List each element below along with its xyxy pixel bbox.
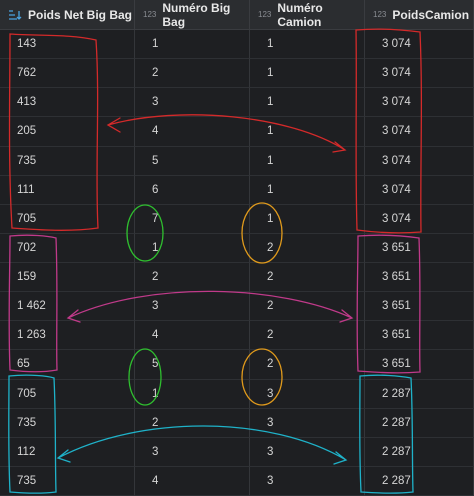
table-cell: 7 — [135, 204, 250, 234]
column-header[interactable]: Poids Net Big Bag — [0, 0, 135, 30]
type-icon: 123 — [373, 10, 387, 19]
type-icon: 123 — [258, 10, 272, 19]
table-cell: 3 — [135, 437, 250, 467]
table-cell: 159 — [0, 263, 135, 293]
column-header[interactable]: 123 Numéro Camion — [250, 0, 365, 30]
table-cell: 2 — [250, 233, 365, 263]
table-cell: 5 — [135, 350, 250, 380]
column-header[interactable]: 123 Numéro Big Bag — [135, 0, 250, 30]
table-cell: 3 651 — [365, 263, 474, 293]
table-cell: 6 — [135, 175, 250, 205]
table-cell: 112 — [0, 437, 135, 467]
table-cell: 3 074 — [365, 175, 474, 205]
table-cell: 3 — [250, 379, 365, 409]
table-cell: 735 — [0, 466, 135, 496]
column-name: PoidsCamion — [392, 7, 470, 22]
table-cell: 1 — [135, 379, 250, 409]
table-cell: 735 — [0, 146, 135, 176]
table-cell: 1 — [250, 117, 365, 147]
table-cell: 3 074 — [365, 88, 474, 118]
table-cell: 3 074 — [365, 204, 474, 234]
table-cell: 2 — [135, 408, 250, 438]
table-cell: 1 — [135, 233, 250, 263]
table-cell: 702 — [0, 233, 135, 263]
table-cell: 3 — [135, 88, 250, 118]
table-cell: 111 — [0, 175, 135, 205]
table-cell: 3 — [250, 466, 365, 496]
table-cell: 2 — [250, 263, 365, 293]
column-name: Poids Net Big Bag — [28, 7, 133, 22]
table-cell: 2 — [250, 350, 365, 380]
table-cell: 3 — [250, 408, 365, 438]
table-cell: 1 — [250, 30, 365, 60]
table-cell: 143 — [0, 30, 135, 60]
table-cell: 65 — [0, 350, 135, 380]
table-cell: 705 — [0, 379, 135, 409]
table-cell: 2 — [250, 292, 365, 322]
table-cell: 3 651 — [365, 292, 474, 322]
table-cell: 3 074 — [365, 30, 474, 60]
table-cell: 1 — [135, 30, 250, 60]
table-cell: 2 287 — [365, 466, 474, 496]
type-icon: 123 — [143, 10, 157, 19]
table-cell: 4 — [135, 321, 250, 351]
table-cell: 3 074 — [365, 117, 474, 147]
table-cell: 3 — [135, 292, 250, 322]
table-cell: 205 — [0, 117, 135, 147]
table-cell: 3 074 — [365, 146, 474, 176]
table-cell: 1 — [250, 88, 365, 118]
table-cell: 762 — [0, 59, 135, 89]
table-cell: 2 287 — [365, 437, 474, 467]
table-cell: 705 — [0, 204, 135, 234]
table-cell: 3 — [250, 437, 365, 467]
table-cell: 1 — [250, 204, 365, 234]
column-header[interactable]: 123 PoidsCamion — [365, 0, 474, 30]
table-cell: 2 — [135, 263, 250, 293]
table-cell: 1 — [250, 146, 365, 176]
table-cell: 5 — [135, 146, 250, 176]
table-cell: 3 651 — [365, 233, 474, 263]
column-name: Numéro Big Bag — [162, 0, 231, 29]
table-cell: 2 287 — [365, 408, 474, 438]
table-cell: 3 651 — [365, 321, 474, 351]
table-cell: 2 287 — [365, 379, 474, 409]
table-cell: 413 — [0, 88, 135, 118]
table-cell: 4 — [135, 466, 250, 496]
table-cell: 3 651 — [365, 350, 474, 380]
column-name: Numéro Camion — [277, 0, 323, 29]
table-cell: 1 — [250, 175, 365, 205]
table-cell: 1 — [250, 59, 365, 89]
table-cell: 2 — [135, 59, 250, 89]
table-cell: 1 462 — [0, 292, 135, 322]
table-cell: 735 — [0, 408, 135, 438]
table-cell: 3 074 — [365, 59, 474, 89]
table-cell: 2 — [250, 321, 365, 351]
table-cell: 1 263 — [0, 321, 135, 351]
table-cell: 4 — [135, 117, 250, 147]
sort-icon — [9, 9, 22, 20]
